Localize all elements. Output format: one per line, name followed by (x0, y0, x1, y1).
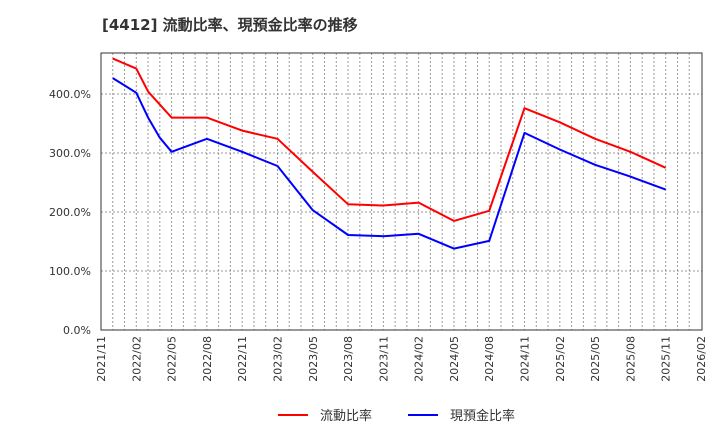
x-tick-label: 2023/02 (271, 336, 284, 382)
x-tick-label: 2025/11 (660, 336, 673, 382)
y-tick-label: 100.0% (49, 265, 91, 278)
x-tick-label: 2023/08 (342, 336, 355, 382)
series-line-0 (112, 57, 667, 222)
x-tick-label: 2022/02 (130, 336, 143, 382)
x-tick-label: 2021/11 (95, 336, 108, 382)
y-tick-label: 0.0% (63, 324, 91, 337)
x-tick-label: 2022/05 (166, 336, 179, 382)
y-tick-label: 300.0% (49, 147, 91, 160)
plot-area (100, 52, 703, 331)
series-line-1 (112, 77, 667, 250)
y-tick-label: 400.0% (49, 88, 91, 101)
x-tick-label: 2024/05 (448, 336, 461, 382)
x-tick-label: 2022/11 (236, 336, 249, 382)
x-tick-label: 2023/11 (377, 336, 390, 382)
x-tick-label: 2025/02 (554, 336, 567, 382)
x-tick-label: 2026/02 (695, 336, 708, 382)
x-tick-label: 2023/05 (307, 336, 320, 382)
chart-title: [4412] 流動比率、現預金比率の推移 (102, 16, 358, 34)
x-tick-label: 2022/08 (201, 336, 214, 382)
x-tick-label: 2024/02 (413, 336, 426, 382)
x-tick-label: 2024/08 (483, 336, 496, 382)
y-tick-label: 200.0% (49, 206, 91, 219)
x-tick-label: 2024/11 (519, 336, 532, 382)
legend-label: 現預金比率 (450, 408, 515, 424)
x-tick-label: 2025/08 (624, 336, 637, 382)
x-tick-label: 2025/05 (589, 336, 602, 382)
legend-label: 流動比率 (320, 408, 372, 424)
